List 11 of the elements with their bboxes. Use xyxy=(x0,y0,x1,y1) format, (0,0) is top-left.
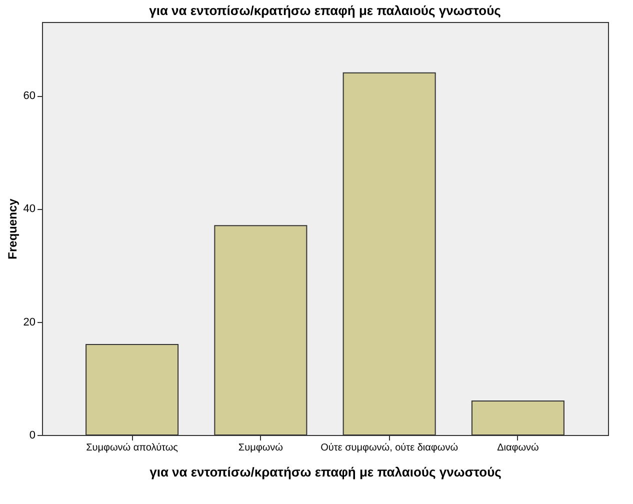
y-axis-title: Frequency xyxy=(5,198,20,260)
x-axis-title: για να εντοπίσω/κρατήσω επαφή με παλαιούς γνωστούς xyxy=(150,464,502,480)
y-tick-label: 60 xyxy=(23,90,36,102)
x-tick-label: Διαφωνώ xyxy=(497,442,540,454)
x-tick-label: Συμφωνώ απολύτως xyxy=(86,442,178,454)
y-tick-label: 0 xyxy=(29,430,36,442)
x-tick-label: Ούτε συμφωνώ, ούτε διαφωνώ xyxy=(320,442,458,454)
x-tick-label: Συμφωνώ xyxy=(238,442,284,454)
y-tick-label: 40 xyxy=(23,203,36,216)
chart-title: για να εντοπίσω/κρατήσω επαφή με παλαιούς γνωστούς xyxy=(149,3,502,18)
y-tick-label: 20 xyxy=(23,316,36,328)
